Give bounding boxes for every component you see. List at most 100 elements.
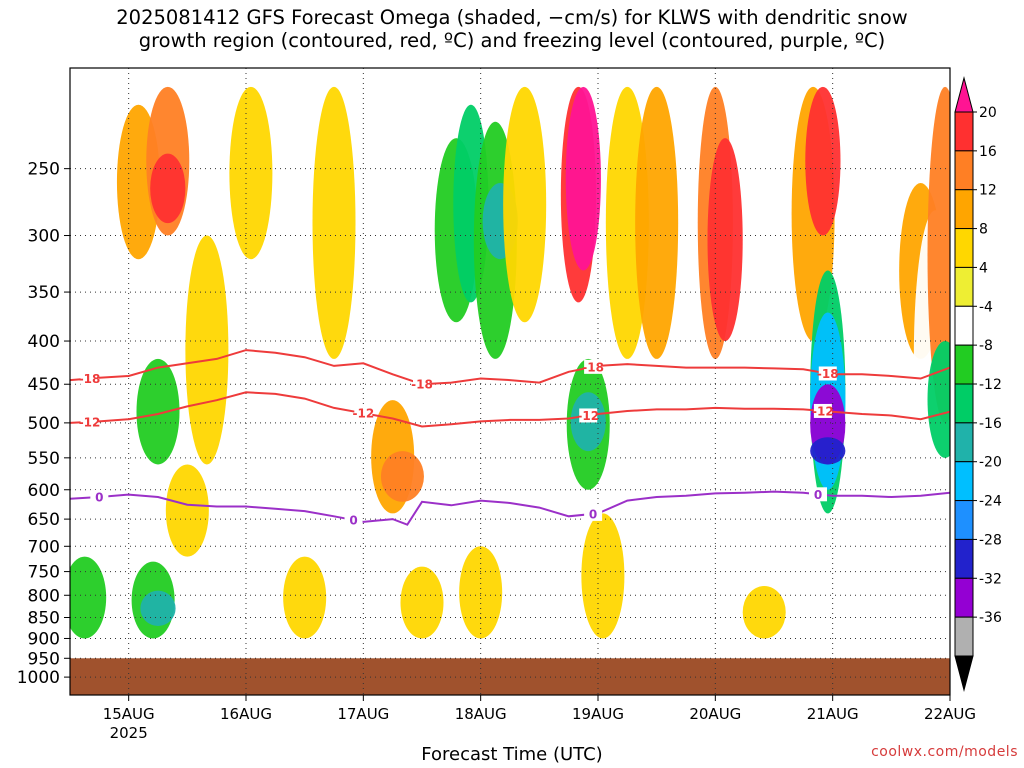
y-tick-label-400: 400 — [28, 332, 60, 352]
credit-text[interactable]: coolwx.com/models — [871, 744, 1018, 760]
contour-line-0 — [70, 349, 950, 386]
omega-cell-27 — [581, 513, 625, 639]
y-tick-label-900: 900 — [28, 629, 60, 649]
omega-cell-21 — [459, 546, 503, 639]
chart-title: 2025081412 GFS Forecast Omega (shaded, −… — [0, 6, 1024, 52]
contour-label-bg-1-0 — [80, 414, 99, 429]
colorbar-label-1: 16 — [979, 144, 997, 160]
omega-cell-4 — [136, 358, 180, 465]
colorbar-swatch-8 — [954, 422, 974, 463]
omega-cell-46 — [283, 556, 327, 639]
omega-cell-45 — [742, 585, 786, 639]
colorbar-swatch-7 — [954, 383, 974, 424]
x-tick-label-17AUG: 17AUG — [337, 705, 389, 723]
contour-label-bg-0-3 — [818, 366, 837, 381]
contour-label-0-0: -18 — [79, 372, 101, 386]
colorbar-label-5: -4 — [979, 299, 993, 315]
contour-label-0-3: -18 — [817, 367, 839, 381]
contour-line-2 — [70, 490, 950, 526]
contour-label-1-1: -12 — [352, 407, 374, 421]
colorbar-swatch-2 — [954, 189, 974, 230]
colorbar-swatch-13 — [954, 616, 974, 657]
omega-cell-31 — [707, 138, 743, 342]
contour-label-2-3: 0 — [814, 488, 822, 502]
y-tick-label-950: 950 — [28, 649, 60, 669]
y-tick-label-300: 300 — [28, 227, 60, 247]
contour-label-2-1: 0 — [349, 514, 357, 528]
omega-cell-11 — [253, 341, 297, 445]
plot-frame — [69, 67, 951, 696]
x-tick-label-22AUG: 22AUG — [924, 705, 976, 723]
y-tick-label-850: 850 — [28, 608, 60, 628]
colorbar-swatch-1 — [954, 150, 974, 191]
x-tick-label-15AUG: 15AUG — [103, 705, 155, 723]
contour-label-bg-2-2 — [584, 506, 603, 521]
contour-label-bg-2-1 — [344, 513, 363, 528]
colorbar-swatch-3 — [954, 228, 974, 268]
colorbar-label-2: 12 — [979, 183, 997, 199]
contour-label-2-0: 0 — [95, 491, 103, 505]
colorbar-label-13: -36 — [979, 610, 1002, 626]
colorbar-swatch-12 — [954, 577, 974, 618]
colorbar-swatch-4 — [954, 266, 974, 307]
chart-title-line-1: 2025081412 GFS Forecast Omega (shaded, −… — [116, 6, 908, 29]
omega-cell-29 — [635, 86, 679, 359]
y-tick-label-800: 800 — [28, 586, 60, 606]
grid-lines — [70, 68, 951, 695]
colorbar-swatch-5 — [954, 305, 974, 346]
omega-cell-15 — [380, 451, 424, 502]
colorbar-swatch-11 — [954, 538, 974, 579]
contour-label-1-3: -12 — [812, 404, 834, 418]
x-tick-label-20AUG: 20AUG — [689, 705, 741, 723]
contour-label-bg-0-0 — [80, 371, 99, 386]
colorbar-label-8: -16 — [979, 416, 1002, 432]
omega-cell-34 — [805, 86, 841, 236]
colorbar-label-11: -28 — [979, 532, 1002, 548]
omega-cell-13 — [351, 322, 395, 401]
contour-label-bg-1-2 — [579, 408, 598, 423]
contour-label-bg-0-2 — [584, 359, 603, 374]
colorbar-swatch-6 — [954, 344, 974, 385]
omega-cell-39 — [840, 138, 884, 323]
omega-cell-6 — [140, 590, 176, 627]
contour-label-1-0: -12 — [79, 415, 101, 429]
colorbar-label-3: 8 — [979, 222, 988, 238]
colorbar: 20 16 12 8 4 -4 -8 -12 -16 -20 -24 -28 -32 -36 — [954, 76, 1002, 692]
y-tick-label-500: 500 — [28, 414, 60, 434]
contour-label-bg-1-3 — [813, 403, 832, 418]
x-tick-label-18AUG: 18AUG — [455, 705, 507, 723]
omega-cell-12 — [312, 86, 356, 359]
colorbar-label-4: 4 — [979, 260, 988, 276]
colorbar-swatch-10 — [954, 500, 974, 540]
y-tick-label-600: 600 — [28, 481, 60, 501]
y-tick-label-750: 750 — [28, 563, 60, 583]
omega-cell-38 — [810, 437, 846, 465]
chart-title-line-2: growth region (contoured, red, ºC) and f… — [138, 29, 886, 52]
contour-label-2-2: 0 — [589, 507, 597, 521]
y-tick-label-450: 450 — [28, 375, 60, 395]
omega-cell-10 — [229, 86, 273, 260]
y-tick-label-550: 550 — [28, 449, 60, 469]
colorbar-label-6: -8 — [979, 338, 993, 354]
omega-cell-44 — [825, 566, 869, 639]
colorbar-swatch-0 — [954, 111, 974, 152]
omega-cell-7 — [165, 464, 209, 557]
omega-cell-24 — [565, 86, 601, 271]
colorbar-label-0: 20 — [979, 105, 997, 121]
x-tick-label-21AUG: 21AUG — [807, 705, 859, 723]
omega-shading — [70, 86, 950, 639]
omega-cell-8 — [70, 556, 107, 639]
omega-cell-47 — [400, 566, 444, 639]
y-tick-label-1000: 1000 — [17, 668, 60, 688]
colorbar-top-arrow — [954, 76, 974, 113]
contour-label-1-2: -12 — [577, 409, 599, 423]
omega-cell-22 — [503, 86, 547, 323]
x-tick-label-19AUG: 19AUG — [572, 705, 624, 723]
contour-label-0-2: -18 — [582, 360, 604, 374]
y-axis: 2503003504004505005506006507007508008509… — [17, 160, 70, 688]
contour-label-bg-2-0 — [90, 490, 109, 505]
colorbar-label-10: -24 — [979, 494, 1002, 510]
y-tick-label-700: 700 — [28, 537, 60, 557]
omega-cell-42 — [927, 86, 950, 423]
